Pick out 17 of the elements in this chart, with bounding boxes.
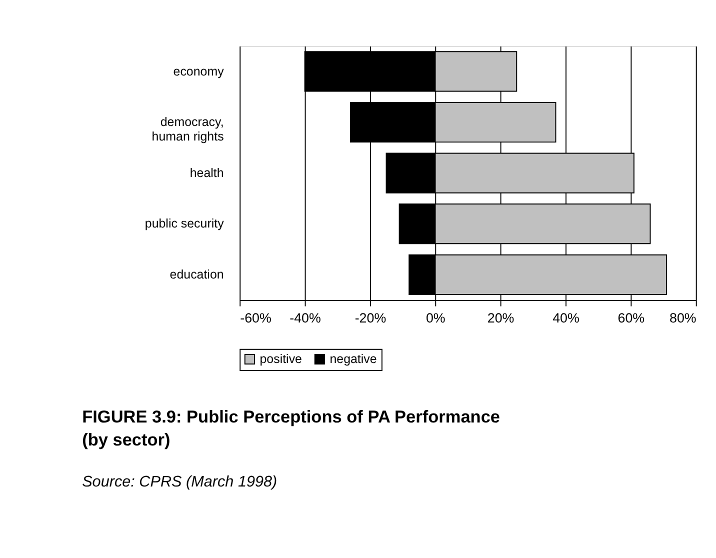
x-tick-label: 80%	[670, 310, 696, 326]
source-note: Source: CPRS (March 1998)	[82, 473, 278, 490]
x-tick-label: 20%	[487, 310, 514, 326]
y-tick-label: public security	[144, 216, 225, 231]
y-tick-label: democracy, human rights	[152, 115, 224, 144]
y-tick-label: health	[190, 166, 224, 180]
x-tick-label: -40%	[290, 310, 322, 326]
x-tick-label: 60%	[618, 310, 645, 326]
text: FIGURE 3.9: Public Perceptions of PA Performance (by sector)	[82, 406, 500, 450]
x-tick-label: -60%	[240, 310, 272, 326]
x-tick-label: -20%	[354, 310, 386, 326]
x-tick-label: 0%	[426, 310, 446, 326]
y-tick-label: economy	[173, 64, 225, 78]
y-tick-label: education	[170, 267, 224, 282]
x-tick-label: 40%	[552, 310, 580, 326]
legend-label: negative	[330, 352, 377, 366]
legend-label: positive	[260, 352, 302, 366]
